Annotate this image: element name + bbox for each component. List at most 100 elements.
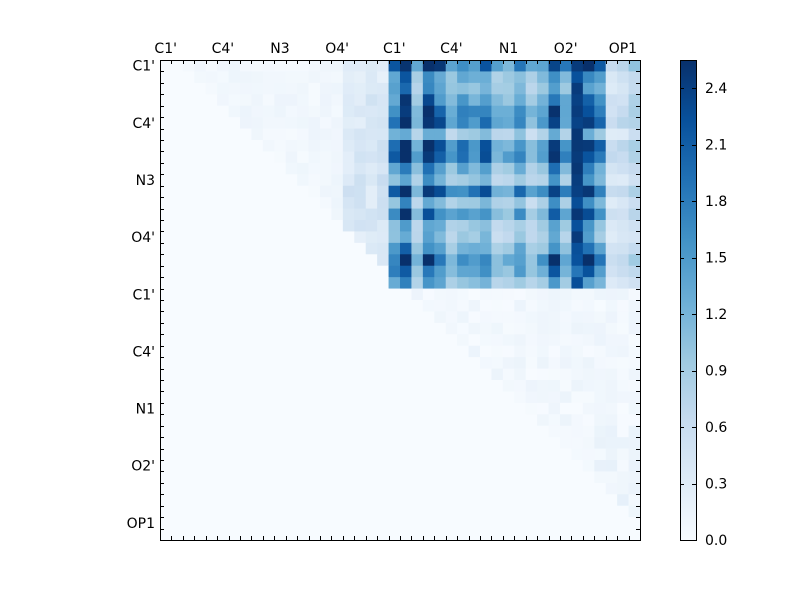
heatmap-cell <box>400 254 412 267</box>
heatmap-cell <box>411 162 424 175</box>
heatmap-cell <box>320 380 332 392</box>
heatmap-cell <box>182 460 195 472</box>
heatmap-cell <box>480 128 492 141</box>
y-tick-label: C4' <box>132 344 155 360</box>
heatmap-cell <box>468 220 481 232</box>
heatmap-cell <box>228 197 241 209</box>
heatmap-cell <box>491 482 504 495</box>
heatmap-cell <box>480 311 492 324</box>
heatmap-cell <box>160 162 172 175</box>
heatmap-cell <box>205 60 218 72</box>
heatmap-cell <box>525 322 538 335</box>
heatmap-cell <box>171 437 184 449</box>
heatmap-cell <box>342 277 355 289</box>
y-tick-label: N3 <box>136 173 155 189</box>
heatmap-cell <box>388 334 401 347</box>
heatmap-cell <box>628 71 641 84</box>
heatmap-cell <box>514 357 527 369</box>
heatmap-cell <box>274 368 287 381</box>
heatmap-cell <box>434 528 447 541</box>
heatmap-cell <box>354 402 367 415</box>
heatmap-cell <box>548 334 561 347</box>
heatmap-cell <box>582 334 595 347</box>
heatmap-cell <box>457 288 469 301</box>
heatmap-cell <box>331 391 344 404</box>
heatmap-cell <box>502 185 515 198</box>
heatmap-cell <box>251 402 264 415</box>
heatmap-cell <box>571 357 584 369</box>
heatmap-cell <box>171 311 184 324</box>
heatmap-cell <box>262 220 275 232</box>
heatmap-cell <box>548 277 561 289</box>
heatmap-cell <box>365 140 378 152</box>
heatmap-cell <box>228 437 241 449</box>
heatmap-cell <box>411 460 424 472</box>
heatmap-cell <box>445 414 458 427</box>
heatmap-cell <box>308 437 321 449</box>
heatmap-cell <box>205 254 218 267</box>
heatmap-cell <box>548 380 561 392</box>
heatmap-cell <box>285 94 298 107</box>
heatmap-cell <box>628 494 641 507</box>
heatmap-cell <box>377 162 389 175</box>
heatmap-cell <box>297 208 309 221</box>
heatmap-cell <box>628 300 641 312</box>
heatmap-cell <box>525 220 538 232</box>
heatmap-cell <box>457 208 469 221</box>
heatmap-cell <box>365 334 378 347</box>
heatmap-cell <box>365 517 378 529</box>
heatmap-cell <box>605 460 618 472</box>
heatmap-cell <box>594 448 607 461</box>
heatmap-cell <box>400 402 412 415</box>
heatmap-cell <box>491 391 504 404</box>
heatmap-cell <box>228 254 241 267</box>
heatmap-cell <box>320 311 332 324</box>
heatmap-cell <box>514 254 527 267</box>
heatmap-cell <box>205 300 218 312</box>
heatmap-cell <box>171 254 184 267</box>
heatmap-cell <box>262 482 275 495</box>
heatmap-cell <box>194 414 207 427</box>
heatmap-cell <box>560 368 572 381</box>
heatmap-cell <box>457 391 469 404</box>
heatmap-cell <box>480 368 492 381</box>
heatmap-cell <box>354 345 367 358</box>
heatmap-cell <box>240 528 252 541</box>
heatmap-cell <box>617 505 629 518</box>
heatmap-cell <box>434 277 447 289</box>
heatmap-cell <box>308 117 321 129</box>
heatmap-cell <box>582 117 595 129</box>
heatmap-cell <box>228 494 241 507</box>
heatmap-cell <box>217 437 229 449</box>
heatmap-cell <box>182 71 195 84</box>
heatmap-cell <box>525 391 538 404</box>
heatmap-cell <box>251 345 264 358</box>
heatmap-cell <box>331 254 344 267</box>
heatmap-cell <box>377 140 389 152</box>
heatmap-cell <box>571 505 584 518</box>
heatmap-cell <box>491 460 504 472</box>
x-tick-label: C1' <box>154 41 177 57</box>
heatmap-cell <box>240 220 252 232</box>
heatmap-cell <box>605 277 618 289</box>
heatmap-cell <box>411 140 424 152</box>
heatmap-cell <box>274 288 287 301</box>
heatmap-cell <box>560 482 572 495</box>
heatmap-cell <box>445 197 458 209</box>
heatmap-cell <box>217 231 229 244</box>
heatmap-cell <box>388 208 401 221</box>
y-tick-label: O4' <box>131 230 155 246</box>
heatmap-cell <box>514 300 527 312</box>
heatmap-cell <box>617 60 629 72</box>
heatmap-cell <box>560 220 572 232</box>
heatmap-cell <box>182 277 195 289</box>
heatmap-cell <box>171 505 184 518</box>
heatmap-cell <box>491 117 504 129</box>
heatmap-cell <box>491 300 504 312</box>
heatmap-cell <box>422 482 435 495</box>
heatmap-cell <box>560 380 572 392</box>
heatmap-cell <box>377 311 389 324</box>
heatmap-cell <box>560 448 572 461</box>
heatmap-cell <box>605 60 618 72</box>
heatmap-cell <box>480 528 492 541</box>
